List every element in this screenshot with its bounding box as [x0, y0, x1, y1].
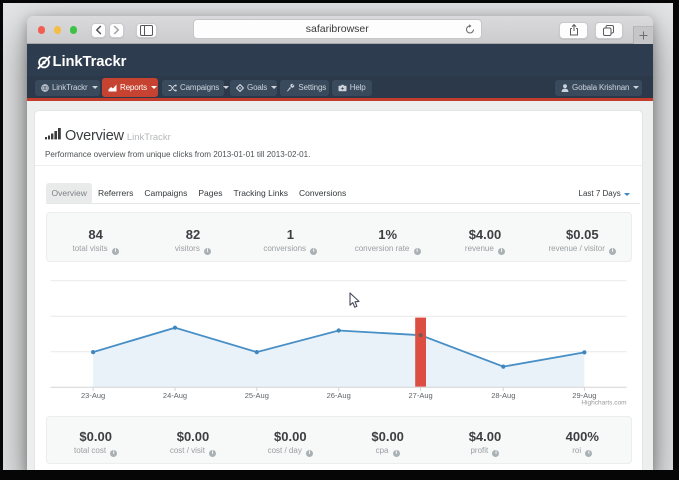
svg-text:24-Aug: 24-Aug [162, 391, 186, 400]
svg-text:26-Aug: 26-Aug [326, 391, 350, 400]
svg-text:29-Aug: 29-Aug [572, 391, 596, 400]
svg-text:28-Aug: 28-Aug [491, 391, 515, 400]
svg-text:25-Aug: 25-Aug [244, 391, 268, 400]
svg-text:27-Aug: 27-Aug [408, 391, 432, 400]
svg-text:23-Aug: 23-Aug [81, 391, 105, 400]
svg-text:Highcharts.com: Highcharts.com [581, 399, 626, 406]
